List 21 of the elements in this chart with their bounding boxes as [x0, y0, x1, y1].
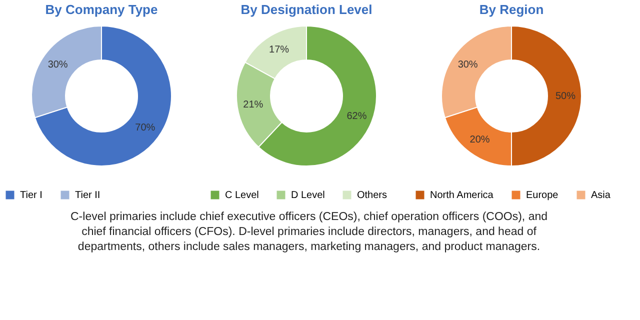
data-label: 30%: [458, 59, 478, 70]
data-label: 62%: [346, 110, 367, 122]
legend-label: D Level: [291, 190, 325, 201]
data-label: 50%: [555, 91, 576, 102]
chart-title: By Region: [479, 2, 544, 17]
data-label: 17%: [269, 44, 290, 56]
chart-title: By Designation Level: [240, 2, 372, 17]
text: C-level primaries include chief executive officers (CEOs), chief operation officers (COOs), and chief financial officers (CFOs). D-level primaries include directors, managers, and head of departments, others include sales managers, marketing managers, and product managers.: [70, 211, 548, 253]
data-label: 70%: [135, 122, 156, 134]
legend-label: Tier I: [20, 190, 42, 201]
chart-title: By Company Type: [45, 2, 158, 17]
data-label: 30%: [48, 59, 68, 70]
legend-label: Tier II: [75, 190, 100, 201]
data-label: 20%: [470, 134, 490, 146]
legend-label: North America: [430, 190, 494, 201]
data-label: 21%: [243, 99, 264, 110]
legend-label: Asia: [591, 190, 611, 201]
legend-label: Others: [357, 190, 388, 201]
donut-slice: [34, 26, 172, 166]
legend-label: Europe: [526, 190, 559, 201]
legend-label: C Level: [225, 190, 259, 201]
